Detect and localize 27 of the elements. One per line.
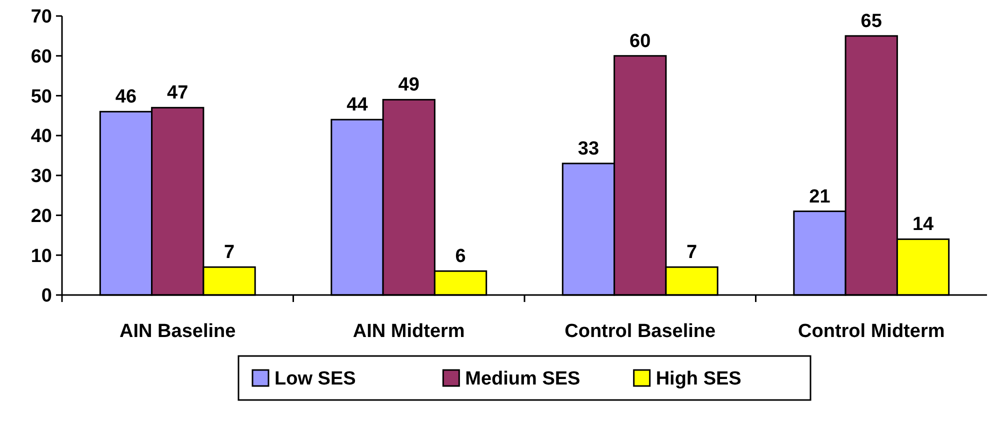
x-tick-label: AIN Midterm (352, 321, 465, 342)
y-tick-label: 0 (41, 286, 52, 307)
legend-label: Low SES (274, 368, 356, 390)
data-label: 7 (686, 242, 698, 264)
data-label: 6 (455, 246, 466, 268)
y-tick-label: 70 (30, 6, 52, 28)
y-tick-label: 10 (30, 246, 52, 267)
data-label: 21 (809, 186, 831, 208)
y-tick-label: 20 (30, 206, 52, 227)
data-label: 14 (912, 214, 934, 236)
x-tick-label: Control Baseline (564, 321, 716, 342)
legend-label: High SES (656, 368, 742, 390)
data-label: 33 (578, 138, 600, 160)
data-label: 47 (167, 82, 188, 104)
data-label: 46 (115, 86, 137, 108)
data-label: 44 (346, 94, 368, 116)
y-tick-label: 50 (30, 86, 52, 108)
y-tick-label: 40 (30, 126, 52, 148)
y-tick-label: 60 (30, 46, 52, 68)
y-tick-label: 30 (30, 166, 52, 188)
data-label: 65 (860, 10, 882, 32)
x-tick-label: AIN Baseline (120, 321, 236, 342)
legend-label: Medium SES (465, 368, 580, 390)
x-tick-label: Control Midterm (798, 321, 945, 342)
data-label: 49 (398, 74, 420, 96)
data-label: 60 (630, 30, 651, 52)
data-label: 7 (224, 242, 235, 264)
